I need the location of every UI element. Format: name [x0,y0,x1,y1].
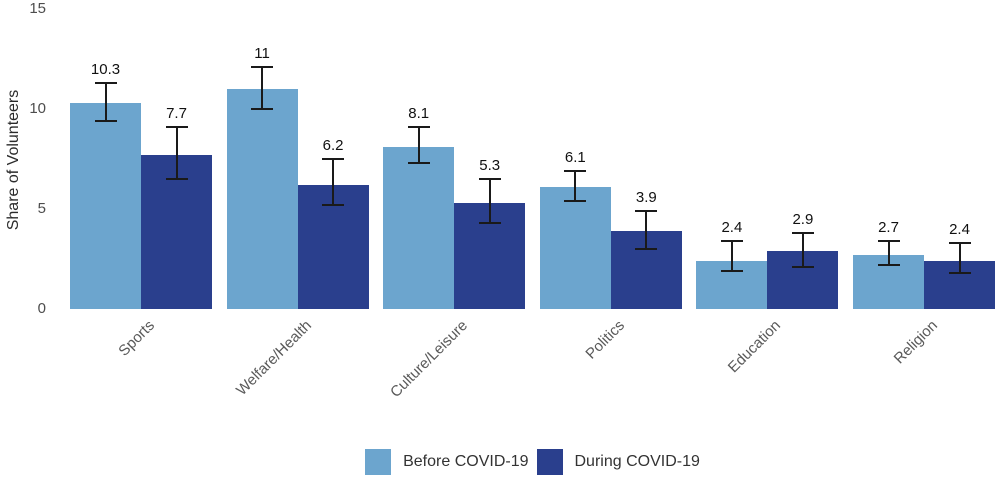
error-cap-bottom [877,264,900,266]
error-cap-top [791,232,814,234]
legend-label-before-covid: Before COVID-19 [403,453,529,470]
bar-before-covid-19-culture-leisure [383,147,455,309]
error-cap-top [322,158,345,160]
value-label-before-covid-19-education: 2.4 [721,219,743,236]
y-tick-0: 0 [37,300,46,317]
error-cap-top [94,82,117,84]
value-label-during-covid-19-religion: 2.4 [949,221,970,238]
error-cap-top [407,126,430,128]
value-label-during-covid-19-sports: 7.7 [166,105,187,122]
value-label-during-covid-19-culture-leisure: 5.3 [479,157,501,174]
error-cap-bottom [635,248,658,250]
error-bar-before-covid-19-welfare-health [261,67,264,109]
value-label-before-covid-19-religion: 2.7 [878,219,899,236]
error-cap-bottom [94,120,117,122]
value-label-during-covid-19-education: 2.9 [792,211,814,228]
error-cap-top [877,240,900,242]
y-tick-5: 5 [37,200,46,217]
error-cap-top [720,240,743,242]
error-cap-top [635,210,658,212]
error-bar-before-covid-19-religion [887,241,890,265]
error-cap-top [478,178,501,180]
value-label-before-covid-19-culture-leisure: 8.1 [408,105,430,122]
legend-swatch-during-covid [536,449,563,475]
error-cap-top [564,170,587,172]
error-bar-during-covid-19-sports [175,127,178,179]
error-cap-bottom [322,204,345,206]
value-label-before-covid-19-welfare-health: 11 [254,45,270,62]
error-bar-before-covid-19-sports [104,83,107,121]
legend-item-during-covid: During COVID-19 [536,449,700,475]
legend: Before COVID-19 During COVID-19 [70,449,995,475]
bar-before-covid-19-politics [539,187,611,309]
error-bar-during-covid-19-education [801,233,804,267]
error-bar-during-covid-19-religion [958,243,961,273]
error-cap-bottom [478,222,501,224]
error-cap-top [251,66,274,68]
error-cap-top [165,126,188,128]
error-bar-during-covid-19-welfare-health [332,159,335,205]
error-cap-bottom [165,178,188,180]
error-cap-top [948,242,971,244]
error-cap-bottom [251,108,274,110]
error-cap-bottom [720,270,743,272]
bar-before-covid-19-welfare-health [226,89,298,309]
bar-during-covid-19-sports [141,155,212,309]
value-label-before-covid-19-politics: 6.1 [564,149,586,166]
x-label-religion: Religion [890,317,942,368]
bar-before-covid-19-sports [70,103,141,309]
value-label-before-covid-19-sports: 10.3 [90,61,121,78]
y-tick-15: 15 [29,0,46,17]
error-cap-bottom [564,200,587,202]
x-label-sports: Sports [115,317,159,360]
x-label-education: Education [725,317,785,377]
x-label-welfare-health: Welfare/Health [232,317,315,399]
error-cap-bottom [948,272,971,274]
error-bar-before-covid-19-culture-leisure [417,127,420,163]
error-cap-bottom [791,266,814,268]
error-cap-bottom [407,162,430,164]
legend-item-before-covid: Before COVID-19 [365,449,529,475]
error-bar-during-covid-19-politics [645,211,648,249]
legend-swatch-before-covid [365,449,392,475]
error-bar-before-covid-19-education [730,241,733,271]
x-label-culture-leisure: Culture/Leisure [387,317,472,401]
x-label-politics: Politics [582,317,628,363]
error-bar-before-covid-19-politics [574,171,577,201]
value-label-during-covid-19-welfare-health: 6.2 [322,137,344,154]
error-bar-during-covid-19-culture-leisure [488,179,491,223]
value-label-during-covid-19-politics: 3.9 [635,189,657,206]
y-tick-10: 10 [29,100,46,117]
legend-label-during-covid: During COVID-19 [574,453,700,470]
